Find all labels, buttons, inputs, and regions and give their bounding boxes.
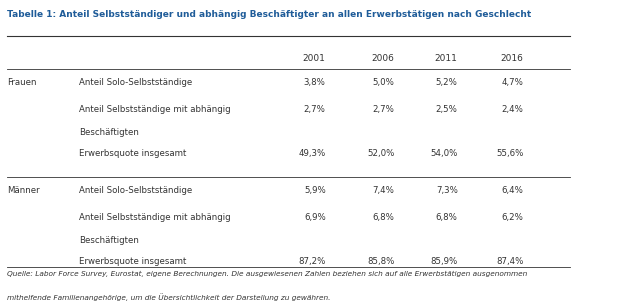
Text: Tabelle 1: Anteil Selbstständiger und abhängig Beschäftigter an allen Erwerbstät: Tabelle 1: Anteil Selbstständiger und ab…	[7, 10, 531, 19]
Text: 6,2%: 6,2%	[502, 213, 524, 222]
Text: 2,4%: 2,4%	[502, 105, 524, 114]
Text: Erwerbsquote insgesamt: Erwerbsquote insgesamt	[79, 257, 186, 266]
Text: 7,3%: 7,3%	[436, 186, 458, 195]
Text: 2,5%: 2,5%	[436, 105, 458, 114]
Text: Frauen: Frauen	[7, 78, 37, 87]
Text: 5,0%: 5,0%	[373, 78, 394, 87]
Text: Anteil Selbstständige mit abhängig: Anteil Selbstständige mit abhängig	[79, 213, 231, 222]
Text: 5,2%: 5,2%	[436, 78, 458, 87]
Text: 2011: 2011	[435, 54, 458, 63]
Text: 5,9%: 5,9%	[304, 186, 326, 195]
Text: mithelfende Familienangehörige, um die Übersichtlichkeit der Darstellung zu gewä: mithelfende Familienangehörige, um die Ü…	[7, 293, 331, 301]
Text: 2006: 2006	[372, 54, 394, 63]
Text: 6,9%: 6,9%	[304, 213, 326, 222]
Text: Beschäftigten: Beschäftigten	[79, 236, 139, 245]
Text: 3,8%: 3,8%	[304, 78, 326, 87]
Text: 4,7%: 4,7%	[502, 78, 524, 87]
Text: Anteil Solo-Selbstständige: Anteil Solo-Selbstständige	[79, 186, 192, 195]
Text: 7,4%: 7,4%	[373, 186, 394, 195]
Text: 54,0%: 54,0%	[430, 149, 458, 158]
Text: 85,9%: 85,9%	[430, 257, 458, 266]
Text: 85,8%: 85,8%	[367, 257, 394, 266]
Text: Erwerbsquote insgesamt: Erwerbsquote insgesamt	[79, 149, 186, 158]
Text: Beschäftigten: Beschäftigten	[79, 128, 139, 137]
Text: 2001: 2001	[303, 54, 326, 63]
Text: 6,8%: 6,8%	[373, 213, 394, 222]
Text: 2016: 2016	[501, 54, 524, 63]
Text: 87,4%: 87,4%	[497, 257, 524, 266]
Text: 2,7%: 2,7%	[304, 105, 326, 114]
Text: 52,0%: 52,0%	[367, 149, 394, 158]
Text: 49,3%: 49,3%	[298, 149, 326, 158]
Text: Anteil Solo-Selbstständige: Anteil Solo-Selbstständige	[79, 78, 192, 87]
Text: Männer: Männer	[7, 186, 40, 195]
Text: Anteil Selbstständige mit abhängig: Anteil Selbstständige mit abhängig	[79, 105, 231, 114]
Text: 2,7%: 2,7%	[373, 105, 394, 114]
Text: 6,8%: 6,8%	[436, 213, 458, 222]
Text: Quelle: Labor Force Survey, Eurostat, eigene Berechnungen. Die ausgewiesenen Zah: Quelle: Labor Force Survey, Eurostat, ei…	[7, 271, 528, 277]
Text: 6,4%: 6,4%	[502, 186, 524, 195]
Text: 55,6%: 55,6%	[497, 149, 524, 158]
Text: 87,2%: 87,2%	[298, 257, 326, 266]
